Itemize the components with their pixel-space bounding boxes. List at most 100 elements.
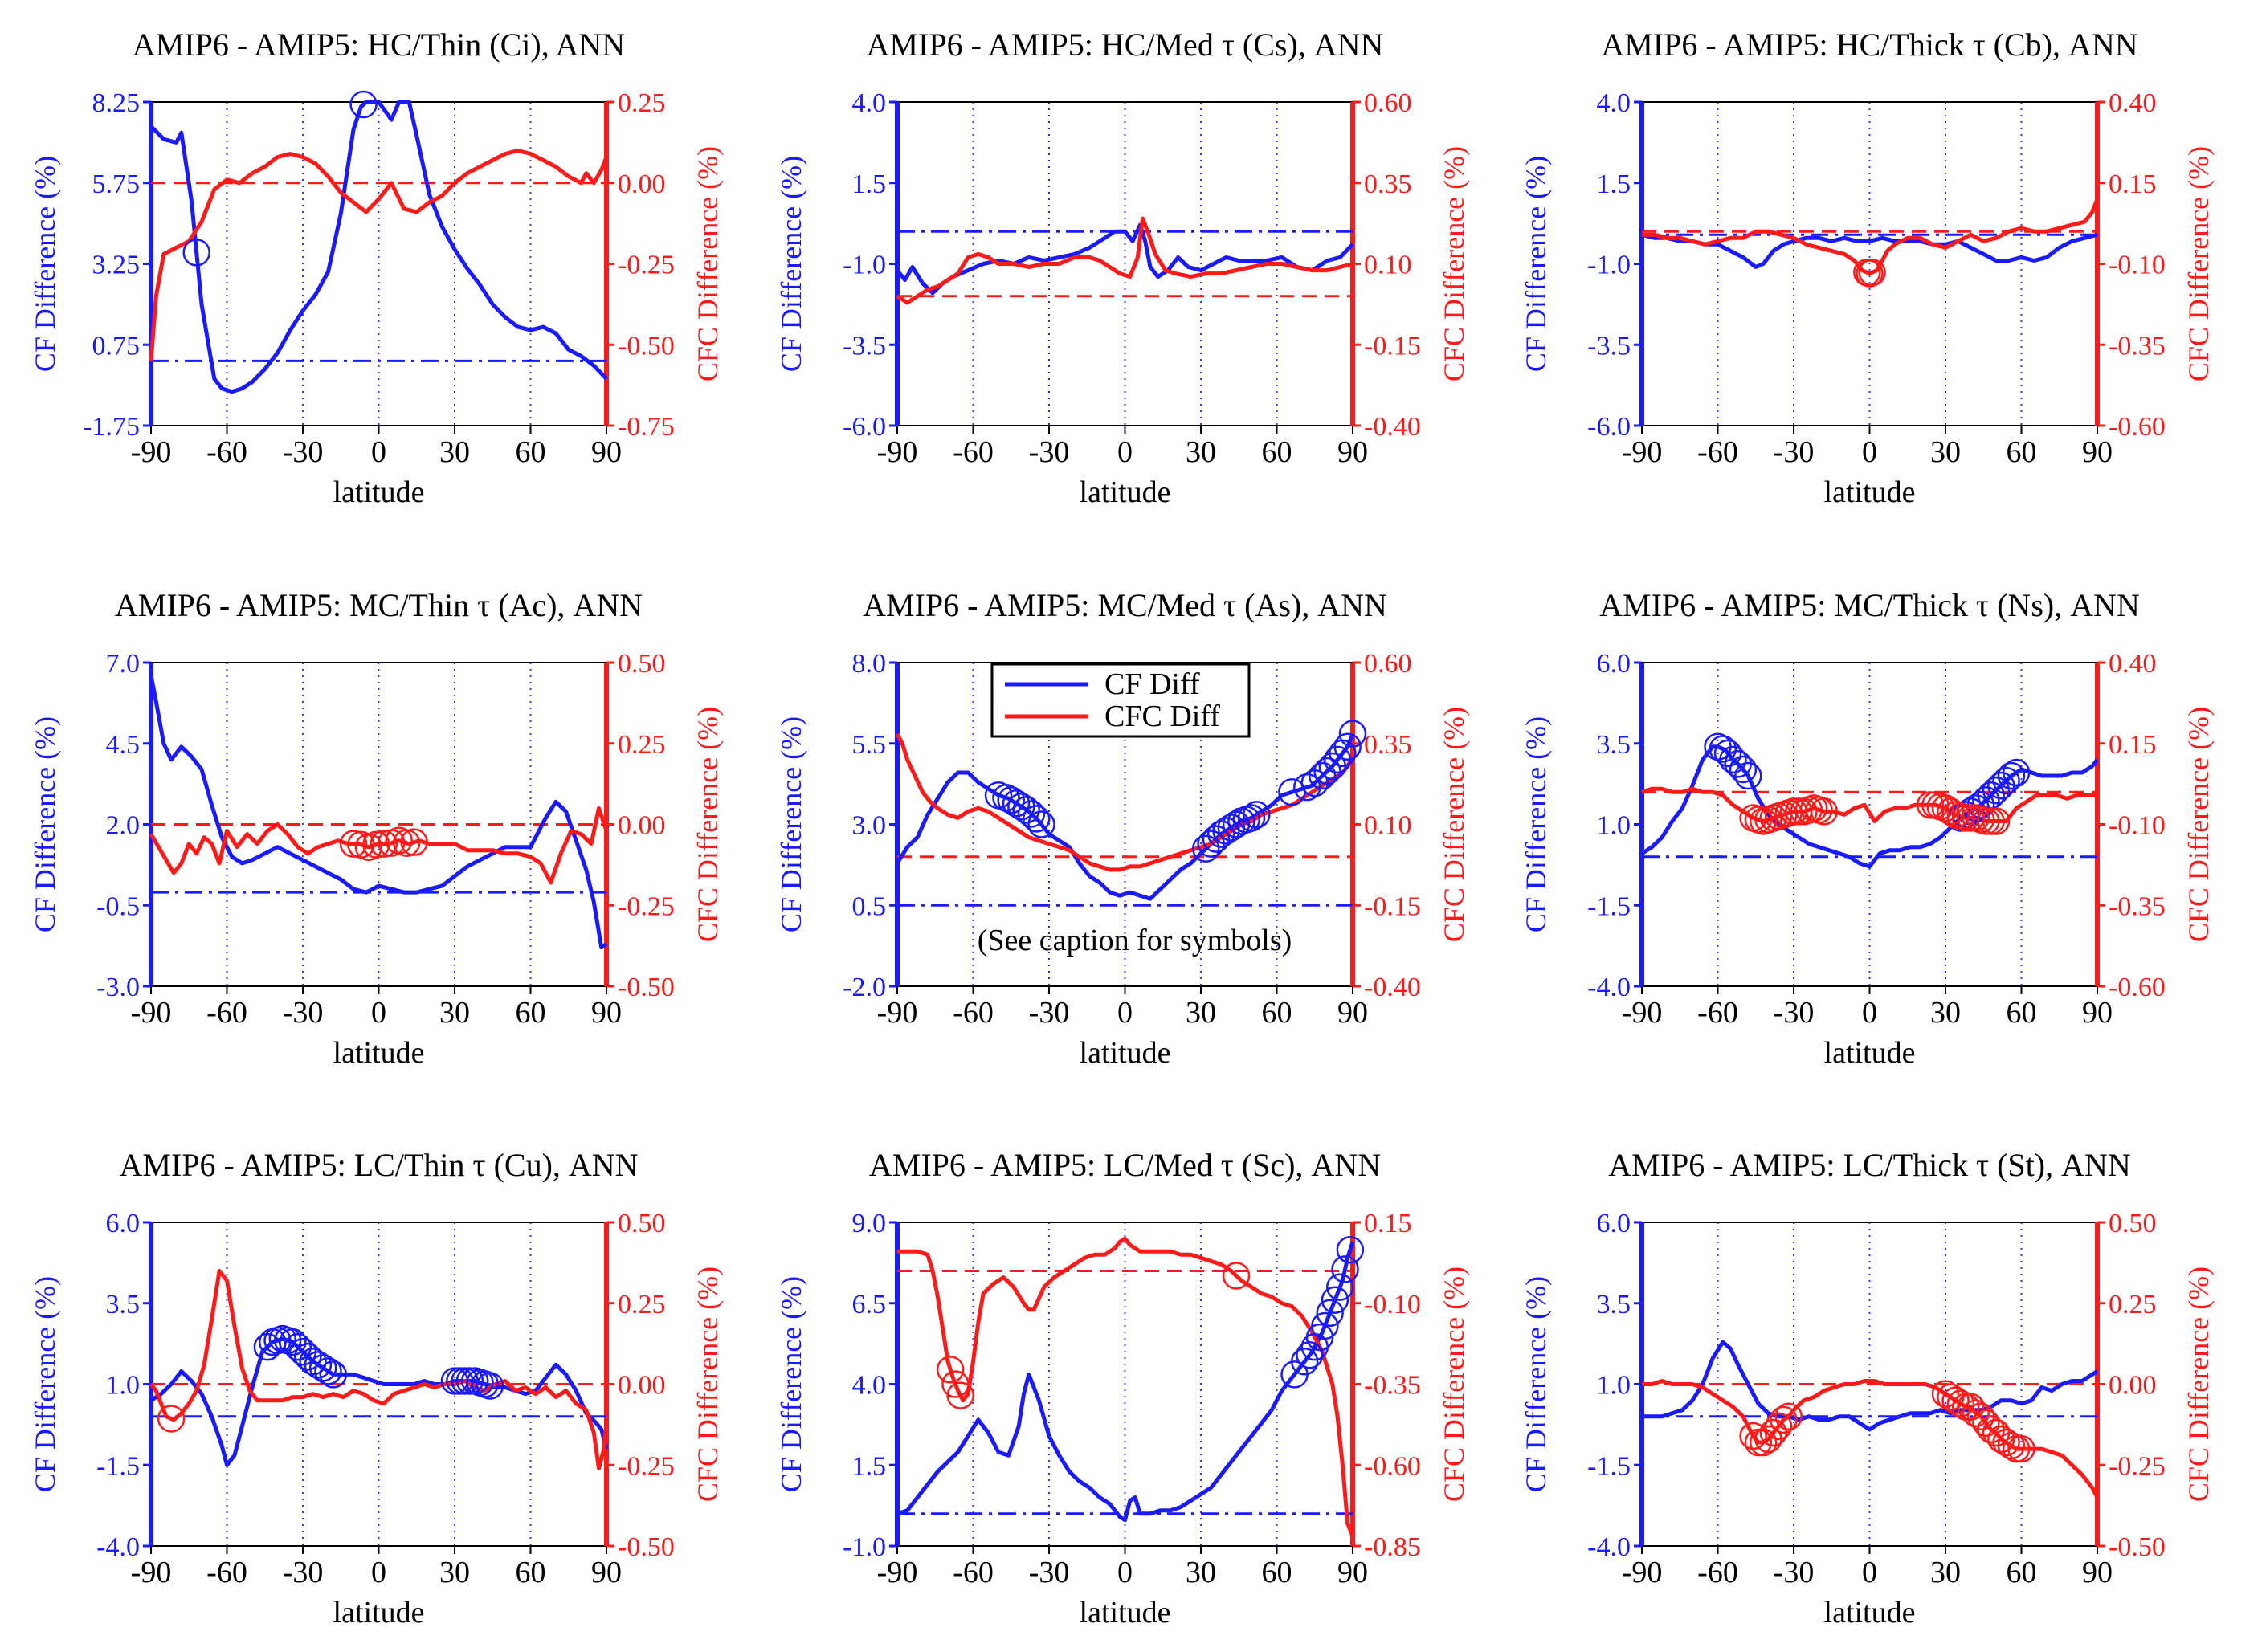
y-left-axis-label: CF Difference (%) <box>775 156 807 372</box>
cf-significance-marker <box>1331 1255 1359 1283</box>
y-right-tick-label: -0.35 <box>1364 1371 1421 1401</box>
y-left-tick-label: 3.5 <box>1597 730 1631 760</box>
cfc-diff-line <box>149 148 609 361</box>
y-right-tick-label: 0.00 <box>2109 1371 2157 1401</box>
y-left-tick-label: 0.5 <box>852 891 887 921</box>
cf-significance-marker <box>1336 1236 1365 1264</box>
y-left-axis-label: CF Difference (%) <box>29 1276 61 1492</box>
panel-title: AMIP6 - AMIP5: MC/Thick τ (Ns), ANN <box>1599 587 2140 623</box>
cfc-diff-line <box>896 216 1353 305</box>
y-left-tick-label: -1.0 <box>843 1532 886 1562</box>
cf-significance-marker <box>1316 1299 1344 1328</box>
x-tick-label: 30 <box>439 996 470 1030</box>
y-left-tick-label: -1.0 <box>1587 251 1631 280</box>
panel-mc-med-as: AMIP6 - AMIP5: MC/Med τ (As), ANN -90 -60 -… <box>775 587 1470 1070</box>
x-axis-label: latitude <box>1080 1596 1171 1630</box>
x-tick-label: 60 <box>516 435 546 469</box>
y-left-tick-label: -1.75 <box>83 412 140 442</box>
x-tick-label: 90 <box>2082 1556 2113 1589</box>
y-right-tick-label: -0.25 <box>618 251 675 280</box>
cf-significance-marker <box>1243 801 1271 829</box>
x-tick-label: 30 <box>1930 435 1961 469</box>
x-axis-label: latitude <box>1824 475 1916 509</box>
y-right-tick-label: -0.15 <box>1364 331 1421 361</box>
x-tick-label: 0 <box>371 1556 386 1589</box>
x-tick-label: -30 <box>1029 1556 1070 1589</box>
panel-mc-thick-ns: AMIP6 - AMIP5: MC/Thick τ (Ns), ANN -90 -6… <box>1520 587 2215 1070</box>
cf-significance-marker <box>1982 776 2011 805</box>
x-tick-label: 60 <box>516 1556 546 1589</box>
cfc-significance-marker <box>1810 797 1839 826</box>
y-left-tick-label: -6.0 <box>843 412 886 442</box>
cfc-significance-marker <box>1222 1262 1251 1290</box>
cf-significance-marker <box>1290 1348 1319 1376</box>
y-right-tick-label: -0.40 <box>1364 973 1421 1002</box>
y-right-tick-label: 0.40 <box>2109 88 2157 118</box>
cfc-significance-marker <box>1972 1409 2000 1438</box>
y-left-tick-label: 6.0 <box>106 1209 141 1238</box>
x-axis-label: latitude <box>333 1036 425 1070</box>
x-tick-label: -90 <box>1622 435 1663 469</box>
x-tick-label: -60 <box>1697 1556 1738 1589</box>
y-right-tick-label: 0.60 <box>1364 649 1412 679</box>
x-tick-label: 90 <box>591 996 622 1030</box>
y-left-tick-label: 4.0 <box>852 1371 887 1401</box>
y-right-tick-label: 0.35 <box>1364 169 1412 199</box>
y-left-tick-label: 6.5 <box>852 1290 887 1320</box>
y-left-axis-label: CF Difference (%) <box>29 716 61 932</box>
y-right-tick-label: 0.50 <box>618 649 666 679</box>
cf-significance-marker <box>1027 810 1055 838</box>
y-right-tick-label: -0.15 <box>1364 891 1421 921</box>
cf-significance-marker <box>1992 766 2020 795</box>
y-right-axis-label: CFC Difference (%) <box>692 146 724 381</box>
x-axis-label: latitude <box>333 1596 425 1630</box>
panel-title: AMIP6 - AMIP5: HC/Thin (Ci), ANN <box>133 27 625 63</box>
x-tick-label: -90 <box>877 435 918 469</box>
cf-diff-line <box>149 1336 609 1467</box>
cfc-significance-marker <box>339 830 368 858</box>
cfc-significance-marker <box>400 828 428 856</box>
y-right-tick-label: 0.00 <box>618 811 666 841</box>
x-tick-label: -90 <box>1622 1556 1663 1589</box>
x-tick-label: 90 <box>1337 996 1368 1030</box>
x-tick-label: 60 <box>1262 1556 1292 1589</box>
y-right-tick-label: 0.15 <box>1364 1209 1412 1238</box>
x-tick-label: 90 <box>1337 1556 1368 1589</box>
cf-significance-marker <box>1017 800 1046 828</box>
y-right-axis-label: CFC Difference (%) <box>692 1267 724 1502</box>
y-left-tick-label: 3.0 <box>852 811 887 841</box>
cf-significance-marker <box>1326 1273 1354 1301</box>
y-left-tick-label: -0.5 <box>96 891 140 921</box>
x-tick-label: 0 <box>371 996 386 1030</box>
panel-hc-thin-ci: AMIP6 - AMIP5: HC/Thin (Ci), ANN -90 -60 -3… <box>29 27 724 509</box>
x-tick-label: 30 <box>1186 435 1216 469</box>
cfc-significance-marker <box>936 1356 965 1384</box>
cfc-diff-line <box>1642 198 2100 276</box>
cf-significance-marker <box>1997 761 2026 790</box>
y-right-axis-label: CFC Difference (%) <box>1438 146 1470 381</box>
y-right-tick-label: 0.15 <box>2109 730 2157 760</box>
y-right-tick-label: -0.25 <box>618 891 675 921</box>
y-left-tick-label: -3.0 <box>96 973 140 1002</box>
x-tick-label: -30 <box>1029 996 1070 1030</box>
x-tick-label: -30 <box>1774 435 1815 469</box>
panel-mc-thin-ac: AMIP6 - AMIP5: MC/Thin τ (Ac), ANN -90 -60… <box>29 587 724 1070</box>
y-left-tick-label: 3.5 <box>1597 1290 1631 1320</box>
cf-significance-marker <box>319 1360 348 1389</box>
cf-significance-marker <box>1192 834 1220 863</box>
cfc-diff-line <box>1642 1379 2100 1499</box>
x-tick-label: -90 <box>131 435 172 469</box>
x-tick-label: 90 <box>1337 435 1368 469</box>
cfc-significance-marker <box>392 829 421 857</box>
y-left-axis-label: CF Difference (%) <box>1520 1276 1552 1492</box>
cfc-significance-marker <box>2007 1434 2035 1463</box>
x-tick-label: 0 <box>1862 435 1877 469</box>
y-right-tick-label: 0.15 <box>2109 169 2157 199</box>
x-tick-label: 0 <box>1862 1556 1877 1589</box>
y-right-tick-label: 0.10 <box>1364 811 1412 841</box>
x-tick-label: -90 <box>877 1556 918 1589</box>
cf-significance-marker <box>1237 804 1266 832</box>
y-left-tick-label: 3.5 <box>106 1290 141 1320</box>
panel-title: AMIP6 - AMIP5: LC/Med τ (Sc), ANN <box>869 1147 1381 1183</box>
